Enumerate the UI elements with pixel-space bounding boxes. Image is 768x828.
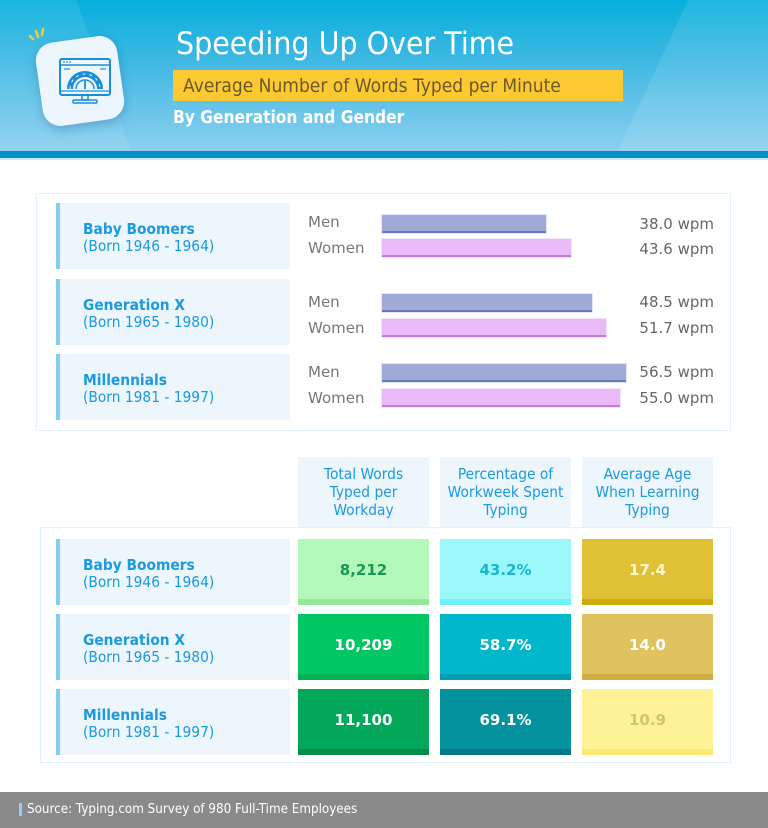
wpm-chart-panel: Baby Boomers (Born 1946 - 1964) Men Wome… xyxy=(36,193,731,431)
women-label: Women xyxy=(308,319,365,337)
generation-card-generation-x: Generation X (Born 1965 - 1980) xyxy=(56,279,290,345)
generation-name: Generation X xyxy=(83,631,186,649)
generation-years: (Born 1981 - 1997) xyxy=(83,388,215,406)
column-header-total-words: Total Words Typed per Workday xyxy=(298,457,429,527)
generation-name: Millennials xyxy=(83,706,167,724)
generation-years: (Born 1946 - 1964) xyxy=(83,237,215,255)
page-title: Speeding Up Over Time xyxy=(176,26,515,62)
chart-subtitle: Average Number of Words Typed per Minute xyxy=(183,75,561,97)
chart-byline: By Generation and Gender xyxy=(173,107,405,128)
men-label: Men xyxy=(308,363,340,381)
wpm-value-men: 38.0 wpm xyxy=(639,215,714,233)
bar-men-baby-boomers xyxy=(381,214,547,234)
men-label: Men xyxy=(308,213,340,231)
footer-accent-mark xyxy=(19,803,22,816)
cell-average-age: 10.9 xyxy=(582,689,713,755)
header-divider-light xyxy=(0,158,768,160)
generation-years: (Born 1981 - 1997) xyxy=(83,723,215,741)
cell-percentage: 43.2% xyxy=(440,539,571,605)
stats-table-panel: Baby Boomers (Born 1946 - 1964) Generati… xyxy=(40,527,731,763)
bar-women-millennials xyxy=(381,388,621,408)
generation-card-millennials: Millennials (Born 1981 - 1997) xyxy=(56,689,290,755)
subtitle-highlight xyxy=(173,70,623,101)
cell-total-words: 10,209 xyxy=(298,614,429,680)
generation-name: Generation X xyxy=(83,296,186,314)
wpm-value-men: 48.5 wpm xyxy=(639,293,714,311)
speedometer-monitor-icon xyxy=(33,33,127,129)
generation-name: Baby Boomers xyxy=(83,556,195,574)
generation-name: Baby Boomers xyxy=(83,220,195,238)
generation-card-millennials: Millennials (Born 1981 - 1997) xyxy=(56,354,290,420)
generation-card-baby-boomers: Baby Boomers (Born 1946 - 1964) xyxy=(56,203,290,269)
wpm-value-women: 55.0 wpm xyxy=(639,389,714,407)
women-label: Women xyxy=(308,239,365,257)
footer-source-bar: Source: Typing.com Survey of 980 Full-Ti… xyxy=(0,792,768,828)
generation-card-baby-boomers: Baby Boomers (Born 1946 - 1964) xyxy=(56,539,290,605)
wpm-value-women: 43.6 wpm xyxy=(639,240,714,258)
bar-men-generation-x xyxy=(381,293,593,313)
wpm-value-men: 56.5 wpm xyxy=(639,363,714,381)
generation-years: (Born 1965 - 1980) xyxy=(83,313,215,331)
bar-women-generation-x xyxy=(381,318,607,338)
column-header-percentage-workweek: Percentage of Workweek Spent Typing xyxy=(440,457,571,527)
cell-average-age: 17.4 xyxy=(582,539,713,605)
generation-card-generation-x: Generation X (Born 1965 - 1980) xyxy=(56,614,290,680)
generation-years: (Born 1946 - 1964) xyxy=(83,573,215,591)
women-label: Women xyxy=(308,389,365,407)
cell-percentage: 58.7% xyxy=(440,614,571,680)
cell-percentage: 69.1% xyxy=(440,689,571,755)
generation-name: Millennials xyxy=(83,371,167,389)
men-label: Men xyxy=(308,293,340,311)
generation-years: (Born 1965 - 1980) xyxy=(83,648,215,666)
bar-women-baby-boomers xyxy=(381,238,572,258)
bar-men-millennials xyxy=(381,363,627,383)
column-header-average-age: Average Age When Learning Typing xyxy=(582,457,713,527)
cell-average-age: 14.0 xyxy=(582,614,713,680)
cell-total-words: 11,100 xyxy=(298,689,429,755)
header-divider xyxy=(0,151,768,158)
wpm-value-women: 51.7 wpm xyxy=(639,319,714,337)
source-citation: Source: Typing.com Survey of 980 Full-Ti… xyxy=(27,802,358,817)
sparkle-icon xyxy=(28,27,45,41)
cell-total-words: 8,212 xyxy=(298,539,429,605)
